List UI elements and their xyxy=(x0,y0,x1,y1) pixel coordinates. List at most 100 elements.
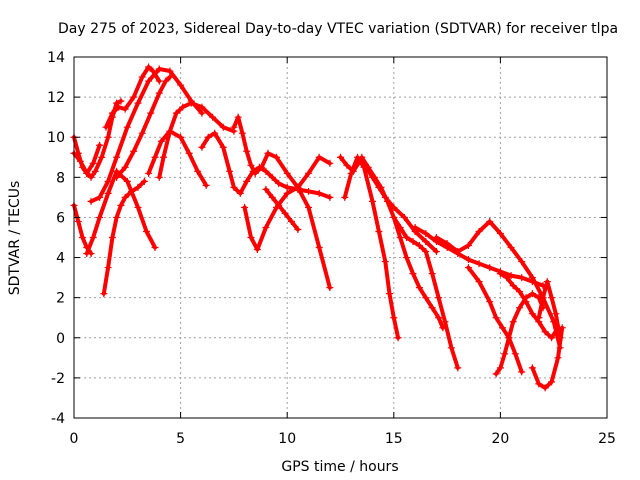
data-point-marker xyxy=(102,123,110,131)
x-tick-label: 0 xyxy=(70,431,79,447)
data-point-marker xyxy=(396,223,404,231)
data-point-marker xyxy=(166,127,174,135)
data-point-marker xyxy=(253,246,261,254)
data-point-marker xyxy=(108,234,116,241)
data-point-marker xyxy=(464,256,472,264)
data-point-marker xyxy=(315,244,323,252)
data-point-marker xyxy=(262,223,270,231)
data-point-marker xyxy=(422,294,430,302)
data-point-marker xyxy=(177,81,185,89)
series-trace xyxy=(242,185,332,290)
data-point-marker xyxy=(403,234,411,241)
data-point-marker xyxy=(204,133,212,141)
series-arc-16 xyxy=(341,153,402,342)
data-point-marker xyxy=(251,169,259,177)
series-trace xyxy=(231,115,332,190)
data-point-marker xyxy=(343,161,351,169)
y-tick-label: 6 xyxy=(56,210,65,226)
data-point-marker xyxy=(145,77,153,85)
data-point-marker xyxy=(211,129,219,137)
data-point-marker xyxy=(394,334,402,342)
data-point-marker xyxy=(428,304,436,312)
series-arc-23 xyxy=(496,270,562,342)
y-tick-label: 0 xyxy=(56,331,65,347)
data-point-marker xyxy=(142,227,150,235)
data-point-marker xyxy=(486,217,494,225)
series-arc-8 xyxy=(113,73,174,181)
data-point-marker xyxy=(264,149,272,157)
data-point-marker xyxy=(518,274,526,282)
data-point-marker xyxy=(516,288,524,296)
data-point-marker xyxy=(281,209,289,217)
data-point-marker xyxy=(548,294,556,302)
series-trace xyxy=(530,325,565,390)
data-point-marker xyxy=(268,193,276,201)
data-point-marker xyxy=(496,364,504,372)
data-point-marker xyxy=(134,203,142,211)
data-point-marker xyxy=(539,294,547,302)
data-point-marker xyxy=(121,163,129,171)
data-point-marker xyxy=(155,65,163,73)
x-tick-label: 5 xyxy=(176,431,185,447)
y-tick-label: 10 xyxy=(47,130,65,146)
data-point-marker xyxy=(283,189,291,197)
data-point-marker xyxy=(499,324,507,332)
y-tick-label: 14 xyxy=(47,50,65,66)
y-tick-label: 12 xyxy=(47,90,65,106)
data-point-marker xyxy=(160,153,168,161)
data-point-marker xyxy=(275,179,283,187)
data-point-marker xyxy=(337,153,344,161)
x-axis-title: GPS time / hours xyxy=(281,459,398,475)
data-point-marker xyxy=(91,167,99,175)
data-point-marker xyxy=(496,270,504,278)
data-point-marker xyxy=(262,167,270,175)
series-arc-6 xyxy=(83,167,159,258)
data-point-marker xyxy=(74,217,82,225)
data-point-marker xyxy=(505,334,513,342)
data-point-marker xyxy=(147,109,155,117)
data-point-marker xyxy=(219,143,227,151)
data-point-marker xyxy=(428,270,436,278)
data-point-marker xyxy=(294,225,302,233)
data-point-marker xyxy=(98,153,106,161)
data-point-marker xyxy=(541,384,549,392)
series-trace xyxy=(494,291,545,376)
data-series xyxy=(70,63,566,392)
series-arc-5 xyxy=(102,63,163,131)
data-point-marker xyxy=(432,248,440,256)
series-arc-14 xyxy=(262,185,302,233)
y-axis-title: SDTVAR / TECUs xyxy=(7,181,23,296)
series-arc-7 xyxy=(100,177,148,298)
data-point-marker xyxy=(283,169,291,177)
data-point-marker xyxy=(145,63,153,71)
data-point-marker xyxy=(411,223,419,231)
data-point-marker xyxy=(185,149,193,157)
data-point-marker xyxy=(268,173,276,181)
data-point-marker xyxy=(507,244,515,252)
data-point-marker xyxy=(198,109,206,117)
data-point-marker xyxy=(96,193,104,201)
data-point-marker xyxy=(134,99,142,107)
x-tick-label: 25 xyxy=(598,431,616,447)
data-point-marker xyxy=(100,290,108,298)
x-tick-label: 10 xyxy=(278,431,296,447)
data-point-marker xyxy=(447,344,455,352)
series-trace xyxy=(342,155,401,340)
data-point-marker xyxy=(554,354,562,362)
data-point-marker xyxy=(113,99,121,107)
data-point-marker xyxy=(528,364,536,372)
data-point-marker xyxy=(315,189,323,197)
data-point-marker xyxy=(518,258,526,266)
data-point-marker xyxy=(115,103,123,111)
data-point-marker xyxy=(151,244,159,252)
data-point-marker xyxy=(138,129,146,137)
data-point-marker xyxy=(377,183,385,191)
data-point-marker xyxy=(117,201,125,209)
data-point-marker xyxy=(128,187,136,195)
data-point-marker xyxy=(130,147,138,155)
data-point-marker xyxy=(371,173,379,181)
data-point-marker xyxy=(409,270,417,278)
data-point-marker xyxy=(108,109,116,117)
data-point-marker xyxy=(198,103,206,111)
data-point-marker xyxy=(226,167,234,175)
